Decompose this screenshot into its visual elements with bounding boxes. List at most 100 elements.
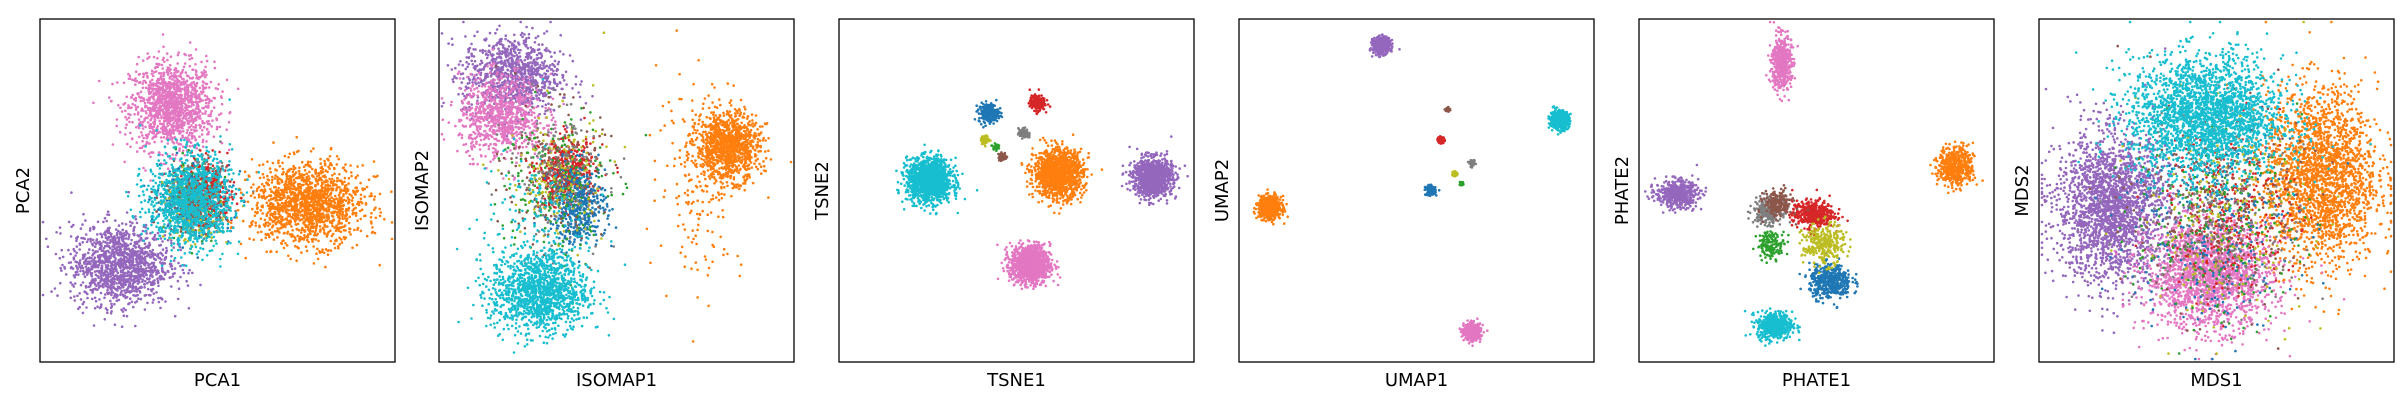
data-point [298, 166, 301, 169]
data-point [196, 105, 199, 108]
data-point [59, 232, 62, 235]
data-point [112, 297, 115, 300]
data-point [129, 146, 132, 149]
data-point [137, 297, 140, 300]
data-point [306, 217, 309, 220]
data-point [112, 238, 115, 241]
data-point [60, 269, 63, 272]
data-point [192, 104, 195, 107]
data-point [133, 226, 136, 229]
data-point [127, 270, 130, 273]
data-point [202, 91, 205, 94]
data-point [208, 86, 211, 89]
data-point [297, 247, 300, 250]
data-point [210, 100, 213, 103]
data-point [50, 290, 53, 293]
data-point [210, 240, 213, 243]
data-point [114, 237, 117, 240]
data-point [45, 238, 48, 241]
data-point [378, 208, 381, 211]
data-point [153, 121, 156, 124]
data-point [201, 112, 204, 115]
data-point [301, 179, 304, 182]
data-point [86, 297, 89, 300]
data-point [164, 133, 167, 136]
data-point [106, 265, 109, 268]
data-point [151, 262, 154, 265]
data-point [187, 284, 190, 287]
data-point [70, 225, 73, 228]
data-point [69, 281, 72, 284]
data-point [152, 301, 155, 304]
data-point [177, 94, 180, 97]
data-point [340, 207, 343, 210]
data-point [120, 279, 123, 282]
data-point [72, 267, 75, 270]
data-point [92, 281, 95, 284]
data-point [305, 245, 308, 248]
data-point [126, 257, 129, 260]
data-point [103, 297, 106, 300]
data-point [124, 127, 127, 130]
data-point [348, 177, 351, 180]
data-point [237, 209, 240, 212]
data-point [95, 266, 98, 269]
data-point [327, 250, 330, 253]
data-point [169, 128, 172, 131]
data-point [191, 132, 194, 135]
data-point [311, 217, 314, 220]
data-point [110, 262, 113, 265]
data-point [284, 224, 287, 227]
data-point [111, 83, 114, 86]
data-point [162, 46, 165, 49]
data-point [190, 54, 193, 57]
data-point [193, 118, 196, 121]
data-point [161, 154, 164, 157]
data-point [284, 242, 287, 245]
data-point [225, 128, 228, 131]
data-point [188, 134, 191, 137]
data-point [373, 160, 376, 163]
data-point [133, 281, 136, 284]
data-point [350, 171, 353, 174]
data-point [254, 214, 257, 217]
data-point [120, 249, 123, 252]
data-point [91, 275, 94, 278]
data-point [195, 107, 198, 110]
data-point [275, 169, 278, 172]
data-point [364, 188, 367, 191]
data-point [147, 133, 150, 136]
data-point [323, 175, 326, 178]
data-point [216, 128, 219, 131]
data-point [301, 173, 304, 176]
data-point [160, 101, 163, 104]
data-point [153, 257, 156, 260]
data-point [288, 169, 291, 172]
data-point [78, 306, 81, 309]
data-point [326, 225, 329, 228]
data-point [323, 252, 326, 255]
data-point [106, 282, 109, 285]
data-point [119, 131, 122, 134]
data-point [298, 172, 301, 175]
data-point [188, 58, 191, 61]
data-point [161, 94, 164, 97]
data-point [165, 247, 168, 250]
data-point [298, 187, 301, 190]
data-point [162, 129, 165, 132]
data-point [140, 265, 143, 268]
data-point [165, 87, 168, 90]
data-point [93, 324, 96, 327]
data-point [265, 237, 268, 240]
data-point [137, 279, 140, 282]
data-point [321, 248, 324, 251]
data-point [110, 283, 113, 286]
data-point [123, 267, 126, 270]
data-point [205, 82, 208, 85]
data-point [176, 62, 179, 65]
data-point [129, 132, 132, 135]
data-point [359, 218, 362, 221]
data-point [275, 251, 278, 254]
data-point [173, 259, 176, 262]
data-point [193, 129, 196, 132]
